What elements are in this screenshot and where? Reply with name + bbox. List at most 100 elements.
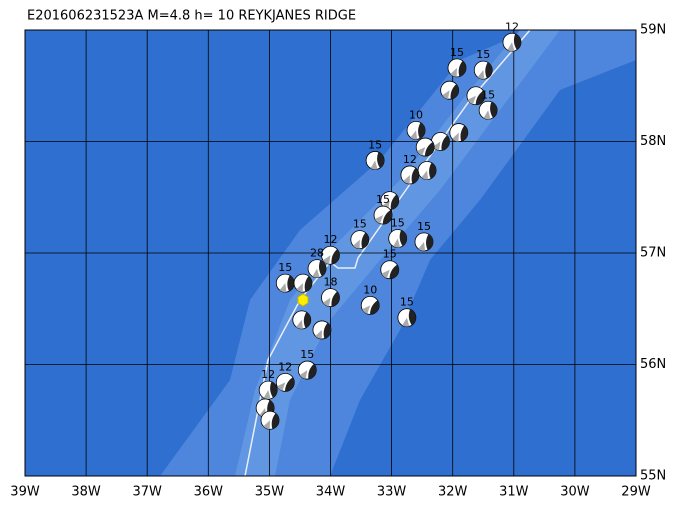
nodal-shade	[467, 95, 476, 105]
depth-label: 28	[310, 247, 324, 260]
focal-mechanism	[312, 320, 332, 340]
nodal-shade	[296, 283, 304, 293]
nodal-shade	[374, 215, 384, 224]
focal-mechanism: 28	[307, 247, 327, 279]
compression-quadrant	[331, 291, 340, 307]
lon-tick-label: 39W	[10, 485, 40, 500]
focal-mechanism	[260, 410, 280, 430]
depth-label: 15	[450, 46, 464, 59]
compression-quadrant	[411, 167, 419, 184]
frame	[24, 29, 637, 477]
lat-tick-label: 58N	[640, 134, 666, 149]
depth-label: 15	[481, 88, 495, 101]
focal-mechanism: 12	[502, 20, 522, 52]
lon-tick-label: 37W	[132, 485, 162, 500]
focal-mechanism: 15	[297, 348, 317, 380]
focal-mechanism	[466, 86, 486, 106]
lat-tick-label: 59N	[640, 23, 666, 38]
depth-label: 10	[409, 108, 423, 121]
nodal-shade	[417, 147, 426, 156]
depth-label: 12	[403, 153, 417, 166]
nodal-shade	[402, 317, 410, 327]
title: E201606231523A M=4.8 h= 10 REYKJANES RID…	[27, 9, 356, 24]
focal-mechanism: 12	[275, 360, 295, 392]
lat-tick-label: 55N	[640, 469, 666, 484]
depth-label: 15	[278, 261, 292, 274]
depth-label: 15	[300, 348, 314, 361]
focal-mechanism	[415, 137, 435, 157]
compression-quadrant	[485, 62, 493, 79]
depth-label: 15	[417, 220, 431, 233]
compression-quadrant	[377, 152, 385, 168]
nodal-shade	[315, 329, 322, 339]
depth-label: 10	[363, 283, 377, 296]
depth-label: 15	[368, 138, 382, 151]
focal-mechanism	[431, 132, 450, 151]
compression-quadrant	[318, 260, 327, 277]
focal-mechanism	[293, 273, 313, 293]
focal-mechanism: 12	[400, 153, 420, 185]
lon-tick-label: 32W	[438, 485, 468, 500]
focal-mechanism: 15	[414, 220, 434, 252]
lon-tick-label: 30W	[560, 485, 590, 500]
focal-mechanism	[449, 123, 469, 142]
focal-mechanism: 15	[397, 296, 417, 328]
compression-quadrant	[382, 210, 393, 225]
lon-tick-label: 36W	[194, 485, 224, 500]
nodal-shade	[277, 382, 286, 391]
focal-mechanism: 12	[321, 233, 340, 265]
compression-quadrant	[370, 300, 380, 315]
nodal-shade	[381, 269, 390, 279]
compression-quadrant	[460, 125, 468, 142]
nodal-shade	[362, 305, 371, 314]
nodal-shade	[370, 160, 378, 170]
focal-mechanism: 12	[258, 368, 278, 400]
nodal-shade	[312, 268, 320, 278]
compression-quadrant	[429, 162, 437, 179]
nodal-shade	[507, 42, 515, 52]
compression-quadrant	[390, 194, 399, 210]
compression-quadrant	[399, 230, 407, 247]
focal-mechanism: 10	[360, 283, 380, 315]
nodal-shade	[353, 239, 360, 249]
depth-label: 12	[278, 360, 292, 373]
nodal-shade	[477, 70, 485, 80]
focal-mechanism: 18	[321, 276, 340, 308]
lon-tick-label: 38W	[71, 485, 101, 500]
nodal-shade	[410, 130, 418, 140]
lat-tick-label: 57N	[640, 246, 666, 261]
nodal-shade	[279, 283, 287, 293]
nodal-shade	[263, 390, 271, 400]
compression-quadrant	[323, 322, 331, 339]
depth-label: 15	[391, 217, 405, 230]
nodal-shade	[450, 67, 457, 77]
compression-quadrant	[270, 381, 278, 398]
compression-quadrant	[513, 33, 521, 50]
depth-label: 15	[476, 48, 490, 61]
compression-quadrant	[331, 249, 340, 265]
nodal-shade	[323, 297, 331, 307]
focal-mechanism: 15	[388, 217, 408, 248]
compression-quadrant	[271, 413, 279, 429]
compression-quadrant	[450, 84, 459, 100]
compression-quadrant	[490, 101, 498, 118]
depth-label: 15	[383, 248, 397, 261]
focal-mechanism: 15	[275, 261, 295, 293]
compression-quadrant	[389, 264, 399, 279]
lon-tick-label: 33W	[377, 485, 407, 500]
depth-label: 15	[353, 218, 367, 231]
focal-mechanism: 15	[365, 138, 385, 170]
nodal-shade	[452, 132, 459, 142]
depth-label: 15	[376, 193, 390, 206]
focal-mechanism: 15	[473, 48, 493, 80]
nodal-shade	[433, 141, 441, 151]
compression-quadrant	[475, 90, 485, 105]
depth-label: 12	[261, 368, 275, 381]
focal-mechanism: 10	[406, 108, 426, 140]
focal-mechanism	[292, 310, 312, 330]
lon-tick-label: 35W	[255, 485, 285, 500]
compression-quadrant	[303, 312, 311, 329]
compression-quadrant	[418, 122, 426, 139]
depth-label: 18	[324, 276, 338, 289]
